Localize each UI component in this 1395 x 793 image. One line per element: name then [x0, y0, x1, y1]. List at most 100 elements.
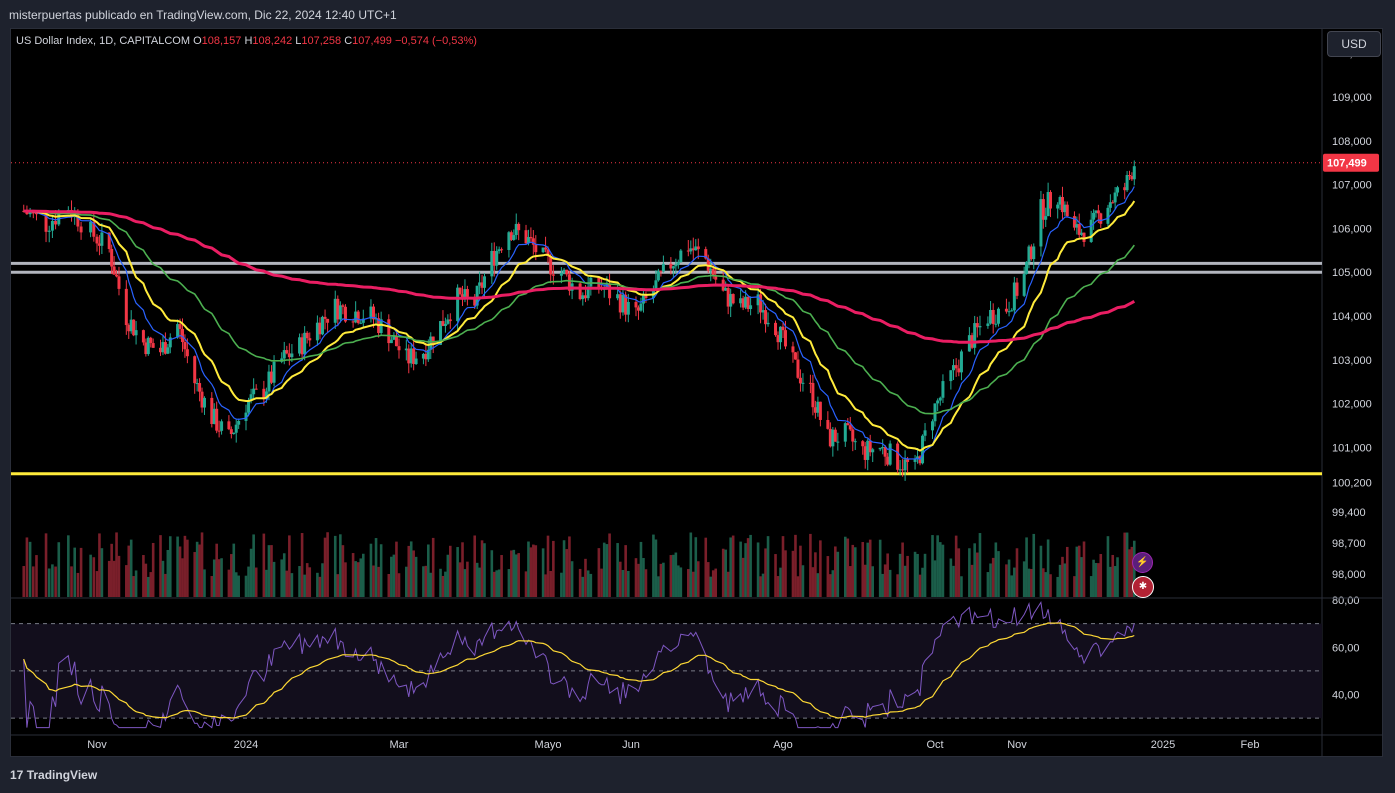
- volume-bar: [923, 553, 927, 597]
- volume-tick-label: 99,400: [1332, 507, 1366, 519]
- volume-bar: [227, 569, 231, 597]
- candle-body: [232, 432, 236, 435]
- candle-body: [551, 274, 555, 276]
- candle-body: [959, 351, 963, 373]
- volume-bar: [495, 570, 499, 597]
- volume-bar: [1123, 532, 1127, 597]
- volume-bar: [458, 562, 462, 597]
- candle-body: [482, 276, 486, 288]
- volume-bar: [674, 552, 678, 597]
- candle-body: [529, 236, 533, 239]
- volume-bar: [549, 570, 552, 597]
- candle-body: [1063, 204, 1067, 213]
- volume-bar: [47, 568, 51, 597]
- candle-body: [941, 381, 945, 398]
- volume-bar: [764, 548, 767, 597]
- candle-body: [756, 294, 760, 306]
- volume-bar: [644, 569, 648, 597]
- volume-bar: [784, 550, 787, 597]
- tradingview-logo[interactable]: 17 TradingView: [10, 768, 97, 782]
- volume-bar: [724, 549, 727, 597]
- volume-bar: [217, 559, 221, 597]
- candle-body: [397, 346, 401, 351]
- volume-bar: [351, 553, 355, 597]
- volume-bar: [79, 547, 83, 597]
- volume-bar: [794, 534, 797, 597]
- candle-body: [618, 294, 622, 313]
- candle-body: [933, 403, 937, 422]
- candle-body: [641, 294, 645, 304]
- candle-body: [249, 394, 253, 401]
- y-tick-label: 103,000: [1332, 355, 1372, 367]
- candle-body: [886, 456, 890, 465]
- volume-bar: [1046, 539, 1050, 597]
- volume-bar: [581, 576, 585, 597]
- candle-body: [198, 383, 202, 392]
- candle-body: [1032, 246, 1036, 260]
- candle-body: [831, 429, 835, 447]
- candle-body: [759, 294, 763, 313]
- candle-body: [896, 443, 900, 470]
- candle-body: [127, 325, 131, 332]
- high-label: H: [244, 35, 253, 47]
- candle-body: [287, 353, 291, 358]
- candle-body: [863, 446, 867, 460]
- volume-bar: [234, 572, 238, 597]
- candle-body: [1080, 232, 1084, 235]
- volume-bar: [913, 551, 917, 597]
- candle-body: [1116, 187, 1120, 193]
- x-tick-label: Feb: [1241, 739, 1260, 751]
- candle-body: [989, 309, 993, 324]
- open-label: O: [193, 35, 202, 47]
- volume-bar: [532, 544, 535, 597]
- candle-body: [704, 249, 708, 259]
- volume-bar: [512, 549, 516, 597]
- volume-bar: [687, 569, 690, 597]
- candle-body: [374, 318, 378, 320]
- currency-button[interactable]: USD: [1327, 31, 1381, 57]
- candle-body: [1127, 175, 1131, 177]
- y-tick-label: 108,000: [1332, 136, 1372, 148]
- volume-bar: [986, 572, 990, 597]
- volume-bar: [35, 555, 38, 597]
- volume-bar: [1013, 567, 1016, 597]
- candle-body: [134, 330, 138, 336]
- volume-bar: [1010, 575, 1014, 597]
- volume-bar: [1075, 546, 1079, 597]
- candle-body: [1125, 175, 1129, 191]
- candle-body: [796, 359, 800, 378]
- volume-bar: [412, 550, 415, 597]
- candle-body: [671, 266, 675, 269]
- symbol-name[interactable]: US Dollar Index, 1D, CAPITALCOM: [16, 35, 191, 47]
- volume-bar: [568, 536, 571, 597]
- candle-body: [978, 325, 982, 328]
- candle-body: [180, 328, 184, 343]
- volume-bar: [424, 565, 428, 597]
- candle-body: [372, 306, 375, 320]
- flash-icon[interactable]: ⚡: [1132, 552, 1153, 573]
- volume-bar: [652, 534, 655, 597]
- volume-bar: [936, 535, 939, 597]
- us-flag-icon[interactable]: ✱: [1132, 576, 1154, 598]
- volume-bar: [262, 533, 266, 597]
- volume-bar: [721, 548, 725, 597]
- volume-bar: [1080, 557, 1083, 597]
- candle-body: [541, 247, 545, 253]
- candle-body: [774, 322, 778, 336]
- volume-bar: [654, 539, 658, 597]
- candle-body: [726, 288, 730, 307]
- volume-bar: [853, 547, 857, 597]
- volume-bar: [51, 564, 54, 597]
- volume-bar: [132, 576, 135, 597]
- candle-body: [144, 342, 148, 355]
- y-tick-label: 101,000: [1332, 442, 1372, 454]
- volume-bar: [524, 571, 528, 597]
- candle-body: [441, 321, 445, 326]
- publish-header: misterpuertas publicado en TradingView.c…: [0, 0, 1395, 28]
- candle-body: [661, 263, 665, 272]
- volume-bar: [602, 542, 606, 597]
- candle-body: [562, 269, 566, 273]
- volume-bar: [107, 560, 111, 597]
- candle-body: [351, 321, 355, 323]
